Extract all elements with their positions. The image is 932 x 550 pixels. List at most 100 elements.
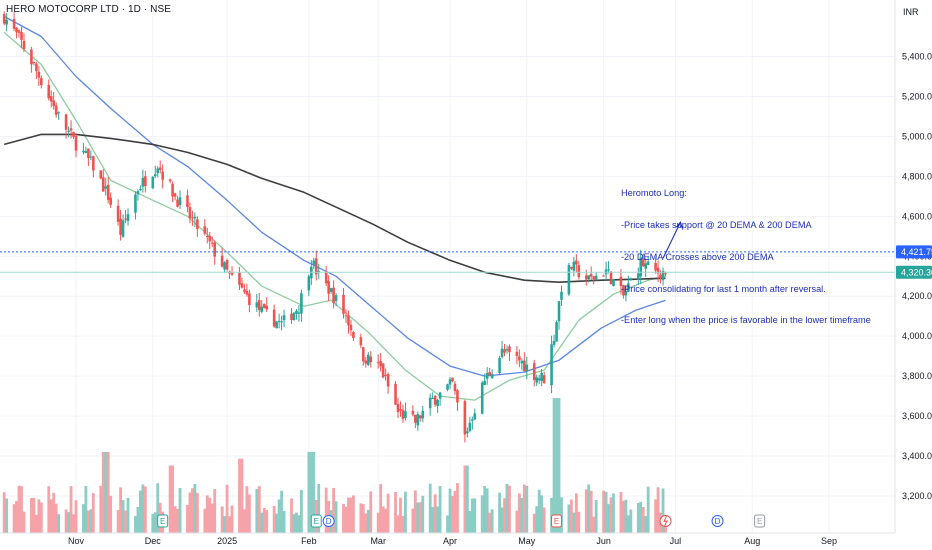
candle-body xyxy=(399,409,402,411)
volume-bar xyxy=(317,484,321,533)
volume-bar xyxy=(262,507,266,533)
volume-bar xyxy=(612,493,615,533)
candle-body xyxy=(414,414,417,423)
volume-bar xyxy=(636,502,640,533)
candle-body xyxy=(186,195,189,207)
candle-body xyxy=(203,226,207,234)
volume-bar xyxy=(522,484,526,533)
annotation-line: -Price takes support @ 20 DEMA & 200 DEM… xyxy=(621,219,812,230)
earnings-marker[interactable]: E xyxy=(754,514,766,528)
candle-body xyxy=(265,305,269,310)
volume-bar xyxy=(143,486,147,533)
volume-bar xyxy=(433,494,437,533)
volume-bar xyxy=(67,512,70,533)
candle-body xyxy=(262,303,266,308)
volume-bar xyxy=(399,497,402,533)
volume-bar xyxy=(153,512,157,533)
dividend-marker[interactable]: D xyxy=(322,515,335,527)
candle-body xyxy=(421,410,425,419)
time-tick-label: Jul xyxy=(670,536,682,546)
volume-bar xyxy=(101,452,105,533)
candle-body xyxy=(220,255,224,267)
candle-body xyxy=(193,216,197,219)
candle-body xyxy=(230,272,234,275)
candle-body xyxy=(570,266,573,269)
candle-body xyxy=(567,265,571,295)
candle-body xyxy=(485,373,489,379)
trade-annotation[interactable]: Heromoto Long: -Price takes support @ 20… xyxy=(621,167,871,337)
volume-bar xyxy=(228,516,231,533)
candle-body xyxy=(418,415,422,419)
volume-bar xyxy=(629,509,633,533)
volume-bar xyxy=(352,495,355,533)
volume-bar xyxy=(381,506,385,533)
trend-arrow-line xyxy=(662,222,681,259)
volume-bar xyxy=(438,486,442,533)
time-tick-label: Aug xyxy=(744,536,760,546)
candle-body xyxy=(49,96,53,102)
volume-bar xyxy=(243,509,246,533)
volume-bar xyxy=(654,499,658,533)
volume-bar xyxy=(602,490,605,533)
dividend-marker[interactable]: D xyxy=(711,515,724,527)
volume-bar xyxy=(240,458,244,533)
candle-body xyxy=(84,151,88,154)
candle-body xyxy=(416,414,420,426)
candle-body xyxy=(243,289,246,292)
volume-bar xyxy=(488,512,492,533)
volume-bar xyxy=(604,491,608,533)
volume-bar xyxy=(463,465,467,533)
candle-body xyxy=(552,340,556,345)
volume-bar xyxy=(483,485,487,533)
volume-bar xyxy=(205,495,209,533)
candle-body xyxy=(101,177,105,192)
candle-body xyxy=(342,294,345,314)
volume-bar xyxy=(116,510,120,533)
candle-body xyxy=(168,179,172,182)
volume-bar xyxy=(347,497,350,533)
volume-bar xyxy=(542,507,546,533)
candle-body xyxy=(542,375,546,384)
volume-bar xyxy=(121,500,125,533)
candle-body xyxy=(89,156,93,158)
volume-bar xyxy=(431,507,435,533)
candle-body xyxy=(275,321,278,329)
candle-body xyxy=(557,301,561,322)
earnings-marker[interactable]: E xyxy=(551,514,563,528)
price-tick-label: 5,000.00 xyxy=(902,131,932,141)
volume-bar xyxy=(47,486,51,533)
volume-bar xyxy=(195,492,199,533)
earnings-marker[interactable]: E xyxy=(310,514,322,528)
volume-bar xyxy=(193,483,197,533)
candle-body xyxy=(32,62,36,64)
candle-body xyxy=(22,40,26,50)
volume-bar xyxy=(208,497,212,533)
volume-bar xyxy=(480,495,484,533)
price-axis[interactable]: INR 3,200.00 3,400.00 3,600.00 3,800.00 4,00… xyxy=(894,0,932,533)
volume-bar xyxy=(312,452,316,533)
candle-body xyxy=(161,171,164,180)
volume-bar xyxy=(366,509,370,533)
candle-body xyxy=(255,302,259,308)
candle-body xyxy=(300,293,303,314)
candle-body xyxy=(535,377,539,383)
volume-bar xyxy=(213,489,217,533)
volume-bar xyxy=(247,494,251,533)
price-label-last-box xyxy=(896,265,932,279)
candle-body xyxy=(248,293,251,306)
price-tick-label: 3,800.00 xyxy=(902,371,932,381)
volume-bar xyxy=(230,505,234,533)
volume-bar xyxy=(661,488,665,533)
lightning-icon[interactable] xyxy=(659,515,672,527)
candle-body xyxy=(20,32,23,40)
time-axis[interactable]: Nov Dec 2025 Feb Mar Apr May Jun Jul Aug Sep xyxy=(0,532,895,546)
volume-bar xyxy=(104,452,108,533)
volume-bar xyxy=(376,512,380,533)
volume-bar xyxy=(515,510,519,533)
volume-bar xyxy=(592,516,596,533)
candle-body xyxy=(178,197,182,206)
earnings-marker[interactable]: E xyxy=(157,514,169,528)
candle-body xyxy=(523,360,526,372)
